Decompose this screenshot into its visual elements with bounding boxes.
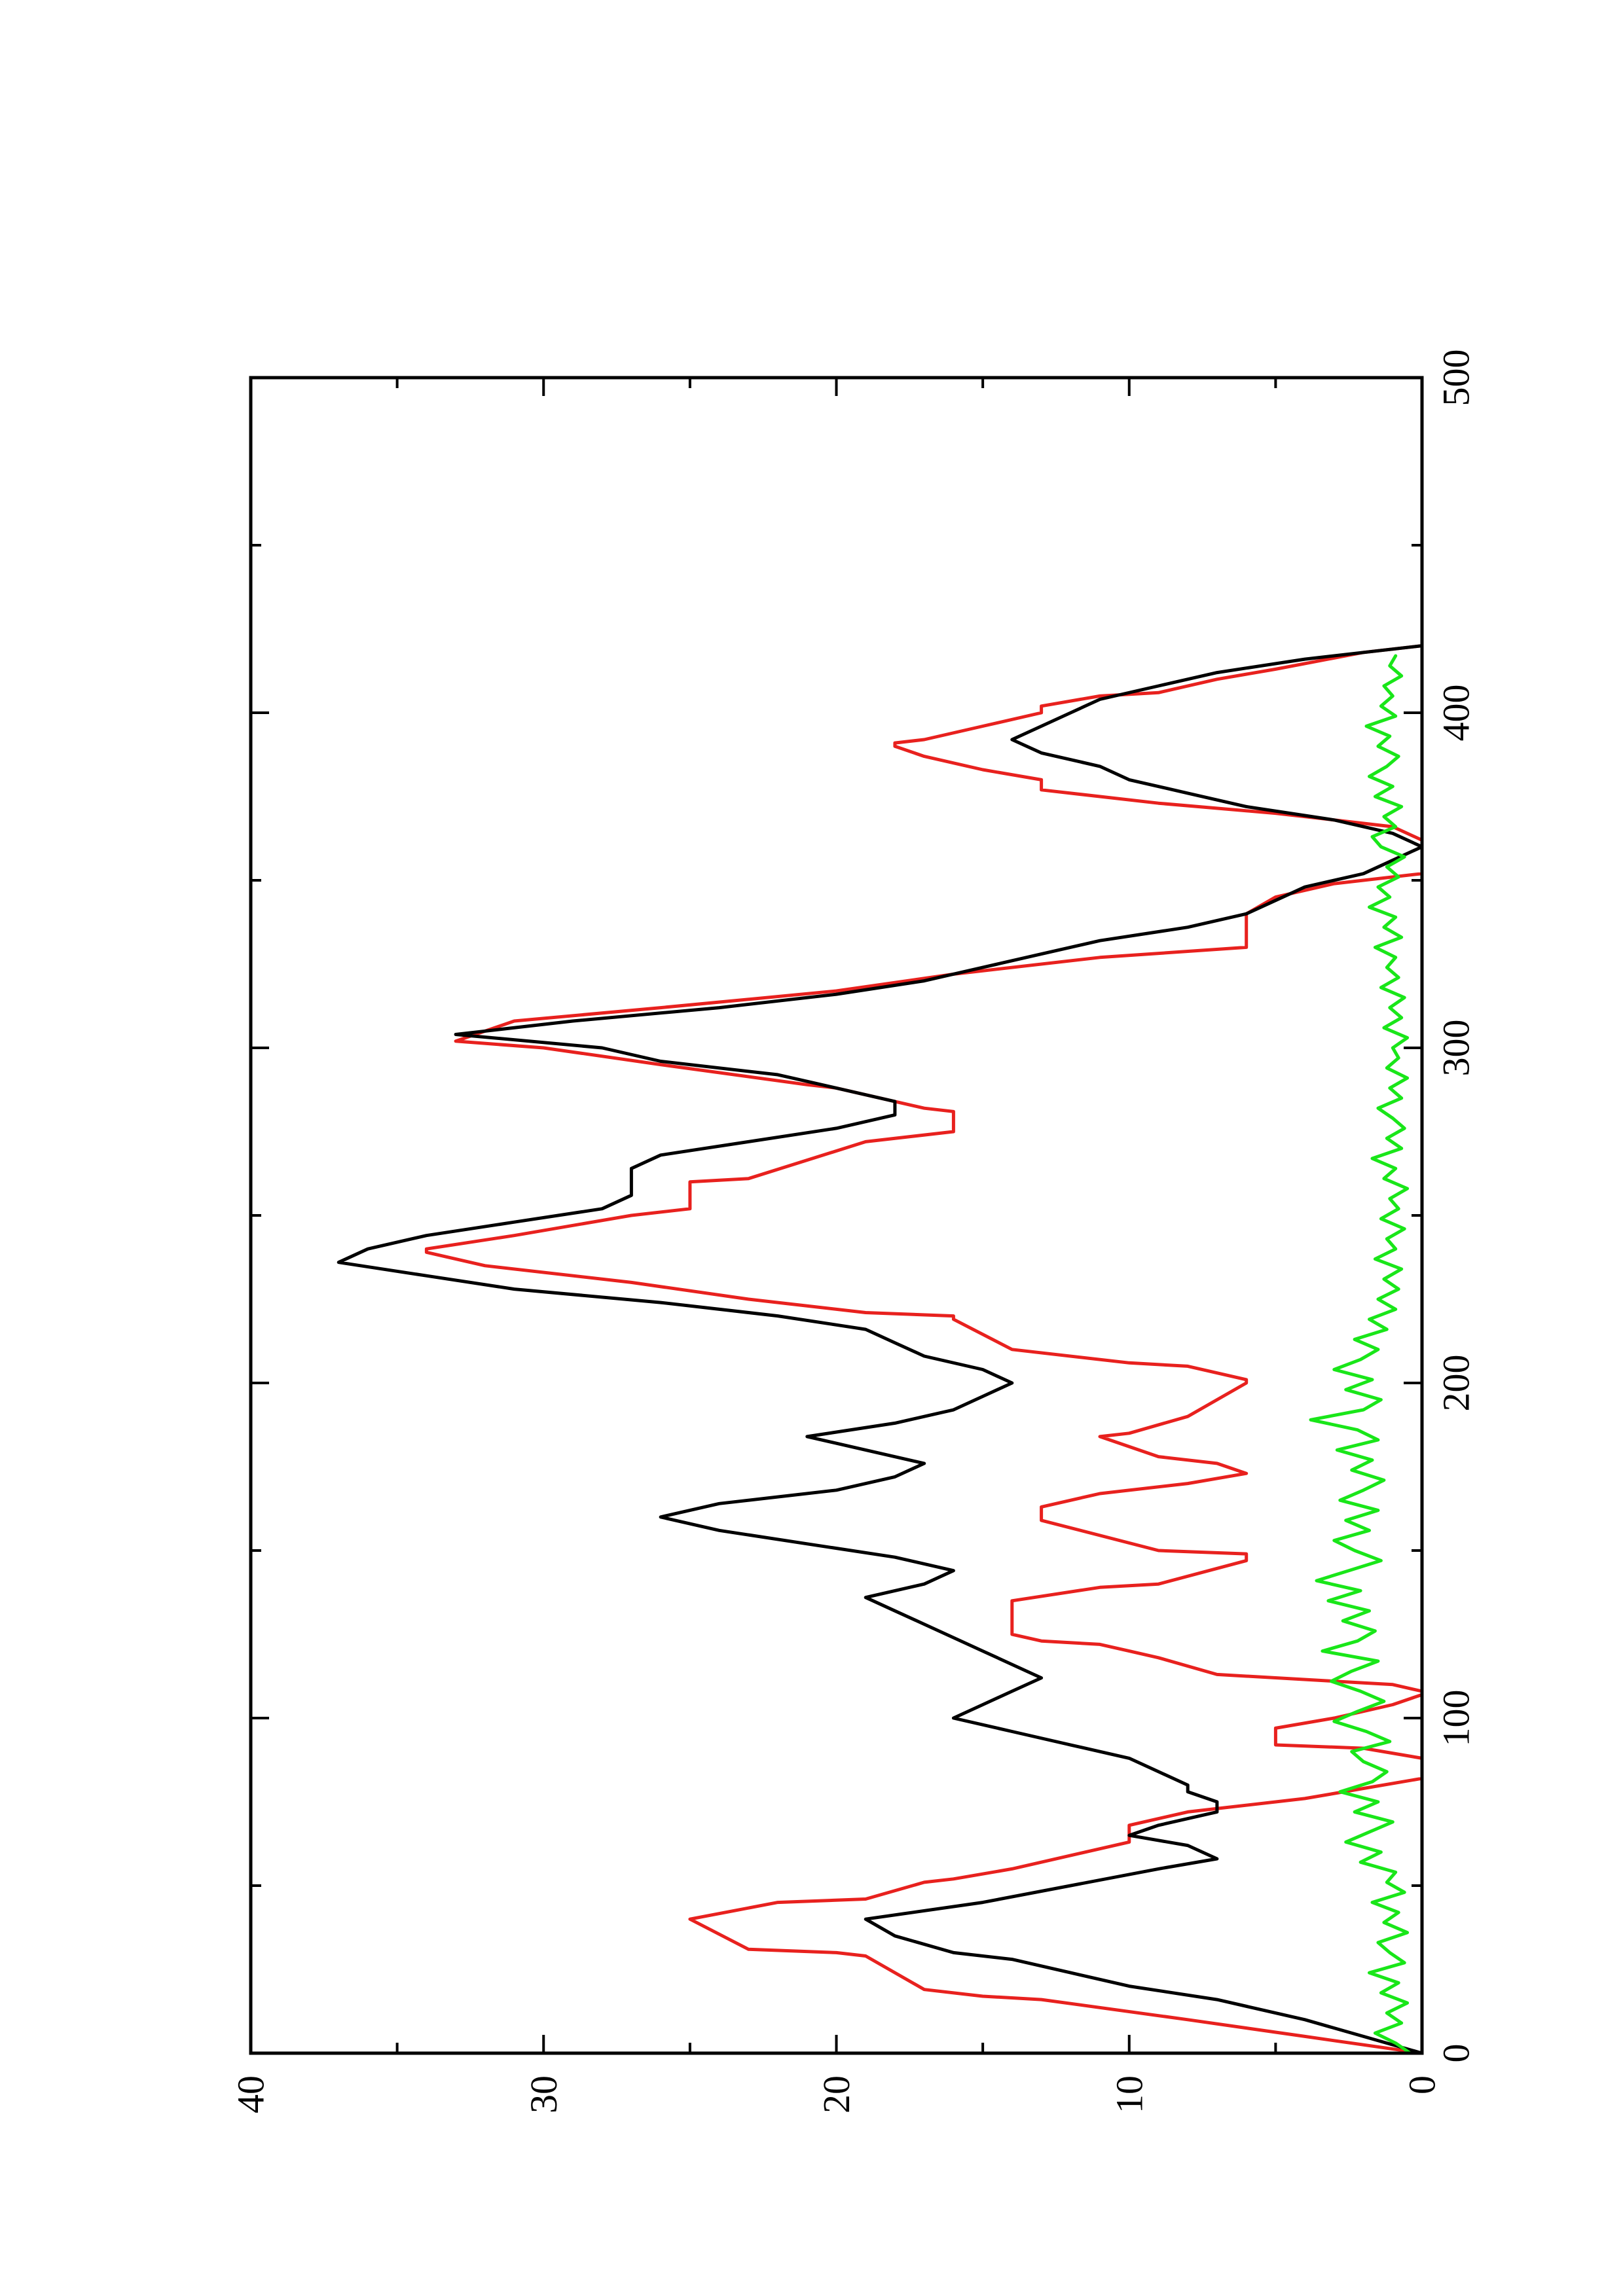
plot-area: 0 100 200 300 400 500 0 10 20 30 40 [230,350,1478,2114]
x-tick-label-300: 300 [1435,1020,1478,1077]
series-line-1 [424,644,1424,2055]
series-line-3 [1309,654,1412,2055]
x-tick-label-100: 100 [1435,1690,1478,1747]
y-tick-label-10: 10 [1108,2075,1150,2113]
x-tick-label-200: 200 [1435,1355,1478,1412]
y-tick-label-0: 0 [1401,2075,1444,2094]
y-tick-label-30: 30 [522,2075,565,2113]
x-tick-label-400: 400 [1435,685,1478,742]
x-tick-label-500: 500 [1435,350,1478,406]
tick-layer [249,376,1423,2054]
y-tick-label-40: 40 [230,2075,272,2113]
axes-frame [249,376,1424,2055]
series-line-2 [337,644,1424,2055]
tick-label-layer: 0 100 200 300 400 500 0 10 20 30 40 [230,350,1478,2114]
x-tick-label-0: 0 [1435,2044,1478,2063]
y-tick-label-20: 20 [815,2075,858,2113]
series-layer [337,644,1424,2055]
